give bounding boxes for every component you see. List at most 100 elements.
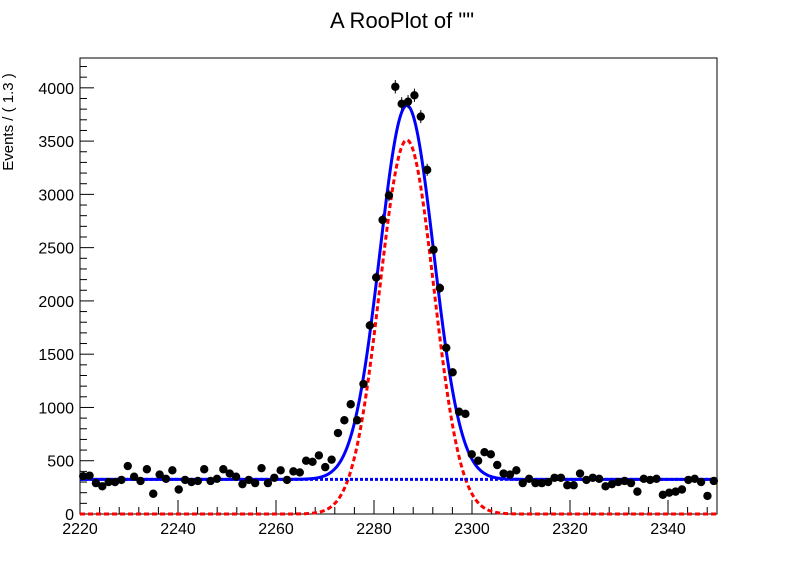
point-marker: [645, 475, 655, 485]
data-point: [200, 465, 209, 474]
point-marker: [652, 474, 661, 484]
point-marker: [594, 474, 604, 484]
point-marker: [493, 460, 502, 470]
data-point: [257, 463, 266, 473]
point-marker: [193, 476, 203, 486]
point-marker: [620, 476, 629, 486]
point-marker: [410, 91, 419, 100]
point-marker: [372, 273, 381, 282]
data-point: [614, 477, 623, 487]
data-point: [569, 481, 578, 490]
point-marker: [244, 475, 254, 485]
data-point: [384, 189, 394, 202]
data-point: [129, 472, 139, 481]
data-point: [327, 455, 336, 464]
data-point: [652, 474, 661, 484]
data-point: [601, 482, 610, 491]
data-point: [493, 460, 502, 470]
point-marker: [614, 477, 623, 487]
data-point: [645, 475, 655, 485]
point-marker: [308, 457, 317, 466]
point-marker: [384, 191, 394, 200]
point-marker: [556, 473, 566, 482]
point-marker: [601, 482, 610, 491]
point-marker: [78, 471, 88, 481]
y-axis: 0 500 1000 1500 2000 2500 3000 3500 4000: [38, 66, 94, 524]
data-point: [168, 466, 177, 475]
point-marker: [321, 462, 330, 472]
data-point: [461, 409, 470, 419]
data-point: [91, 478, 101, 488]
x-tick-label: 2300: [454, 521, 490, 538]
data-point: [250, 478, 260, 488]
data-point: [594, 474, 604, 484]
point-marker: [98, 482, 107, 491]
point-marker: [703, 491, 712, 501]
point-marker: [142, 465, 152, 474]
point-marker: [117, 475, 126, 485]
data-point: [282, 475, 292, 485]
data-point: [206, 476, 215, 486]
data-point: [454, 407, 464, 416]
data-point: [161, 474, 171, 484]
point-marker: [575, 469, 585, 478]
data-point: [543, 477, 553, 487]
point-marker: [461, 409, 470, 419]
point-marker: [543, 477, 553, 487]
data-point: [486, 450, 496, 459]
data-point: [301, 456, 311, 465]
point-marker: [626, 478, 636, 488]
x-tick-label: 2340: [650, 521, 686, 538]
x-tick-label: 2220: [62, 521, 98, 538]
point-marker: [352, 416, 362, 425]
point-marker: [238, 479, 247, 489]
point-marker: [104, 477, 113, 487]
point-marker: [442, 343, 451, 352]
data-point: [219, 465, 228, 474]
y-tick-label: 3500: [38, 134, 74, 151]
y-tick-label: 0: [65, 507, 74, 524]
data-point: [314, 451, 324, 460]
point-marker: [429, 245, 438, 254]
point-marker: [435, 283, 445, 293]
y-tick-label: 500: [47, 454, 74, 471]
data-point: [117, 475, 126, 485]
point-marker: [480, 448, 489, 457]
data-points: [78, 80, 719, 501]
point-marker: [168, 466, 177, 475]
point-marker: [155, 470, 164, 479]
data-point: [295, 468, 304, 477]
y-tick-label: 3000: [38, 187, 74, 204]
point-marker: [499, 469, 508, 478]
point-marker: [161, 474, 171, 484]
data-point: [429, 244, 438, 256]
x-tick-label: 2240: [160, 521, 196, 538]
point-marker: [658, 490, 668, 500]
data-point: [187, 477, 196, 487]
data-point: [142, 465, 152, 474]
point-marker: [633, 487, 642, 496]
point-marker: [550, 473, 559, 482]
point-marker: [512, 466, 521, 475]
point-marker: [690, 474, 699, 484]
data-point: [270, 473, 279, 482]
data-point: [359, 379, 368, 389]
point-marker: [588, 473, 597, 482]
data-point: [149, 489, 158, 498]
point-marker: [129, 472, 139, 481]
data-point: [193, 476, 203, 486]
point-marker: [563, 481, 572, 490]
signal-curve: [80, 138, 717, 516]
point-marker: [397, 99, 406, 109]
data-point: [531, 478, 540, 488]
data-point: [665, 488, 674, 497]
point-marker: [454, 407, 464, 416]
point-marker: [263, 478, 273, 488]
point-marker: [219, 465, 228, 474]
point-marker: [467, 450, 476, 459]
point-marker: [391, 82, 400, 91]
data-point: [352, 416, 362, 425]
data-point: [626, 478, 636, 488]
data-point: [104, 477, 113, 487]
